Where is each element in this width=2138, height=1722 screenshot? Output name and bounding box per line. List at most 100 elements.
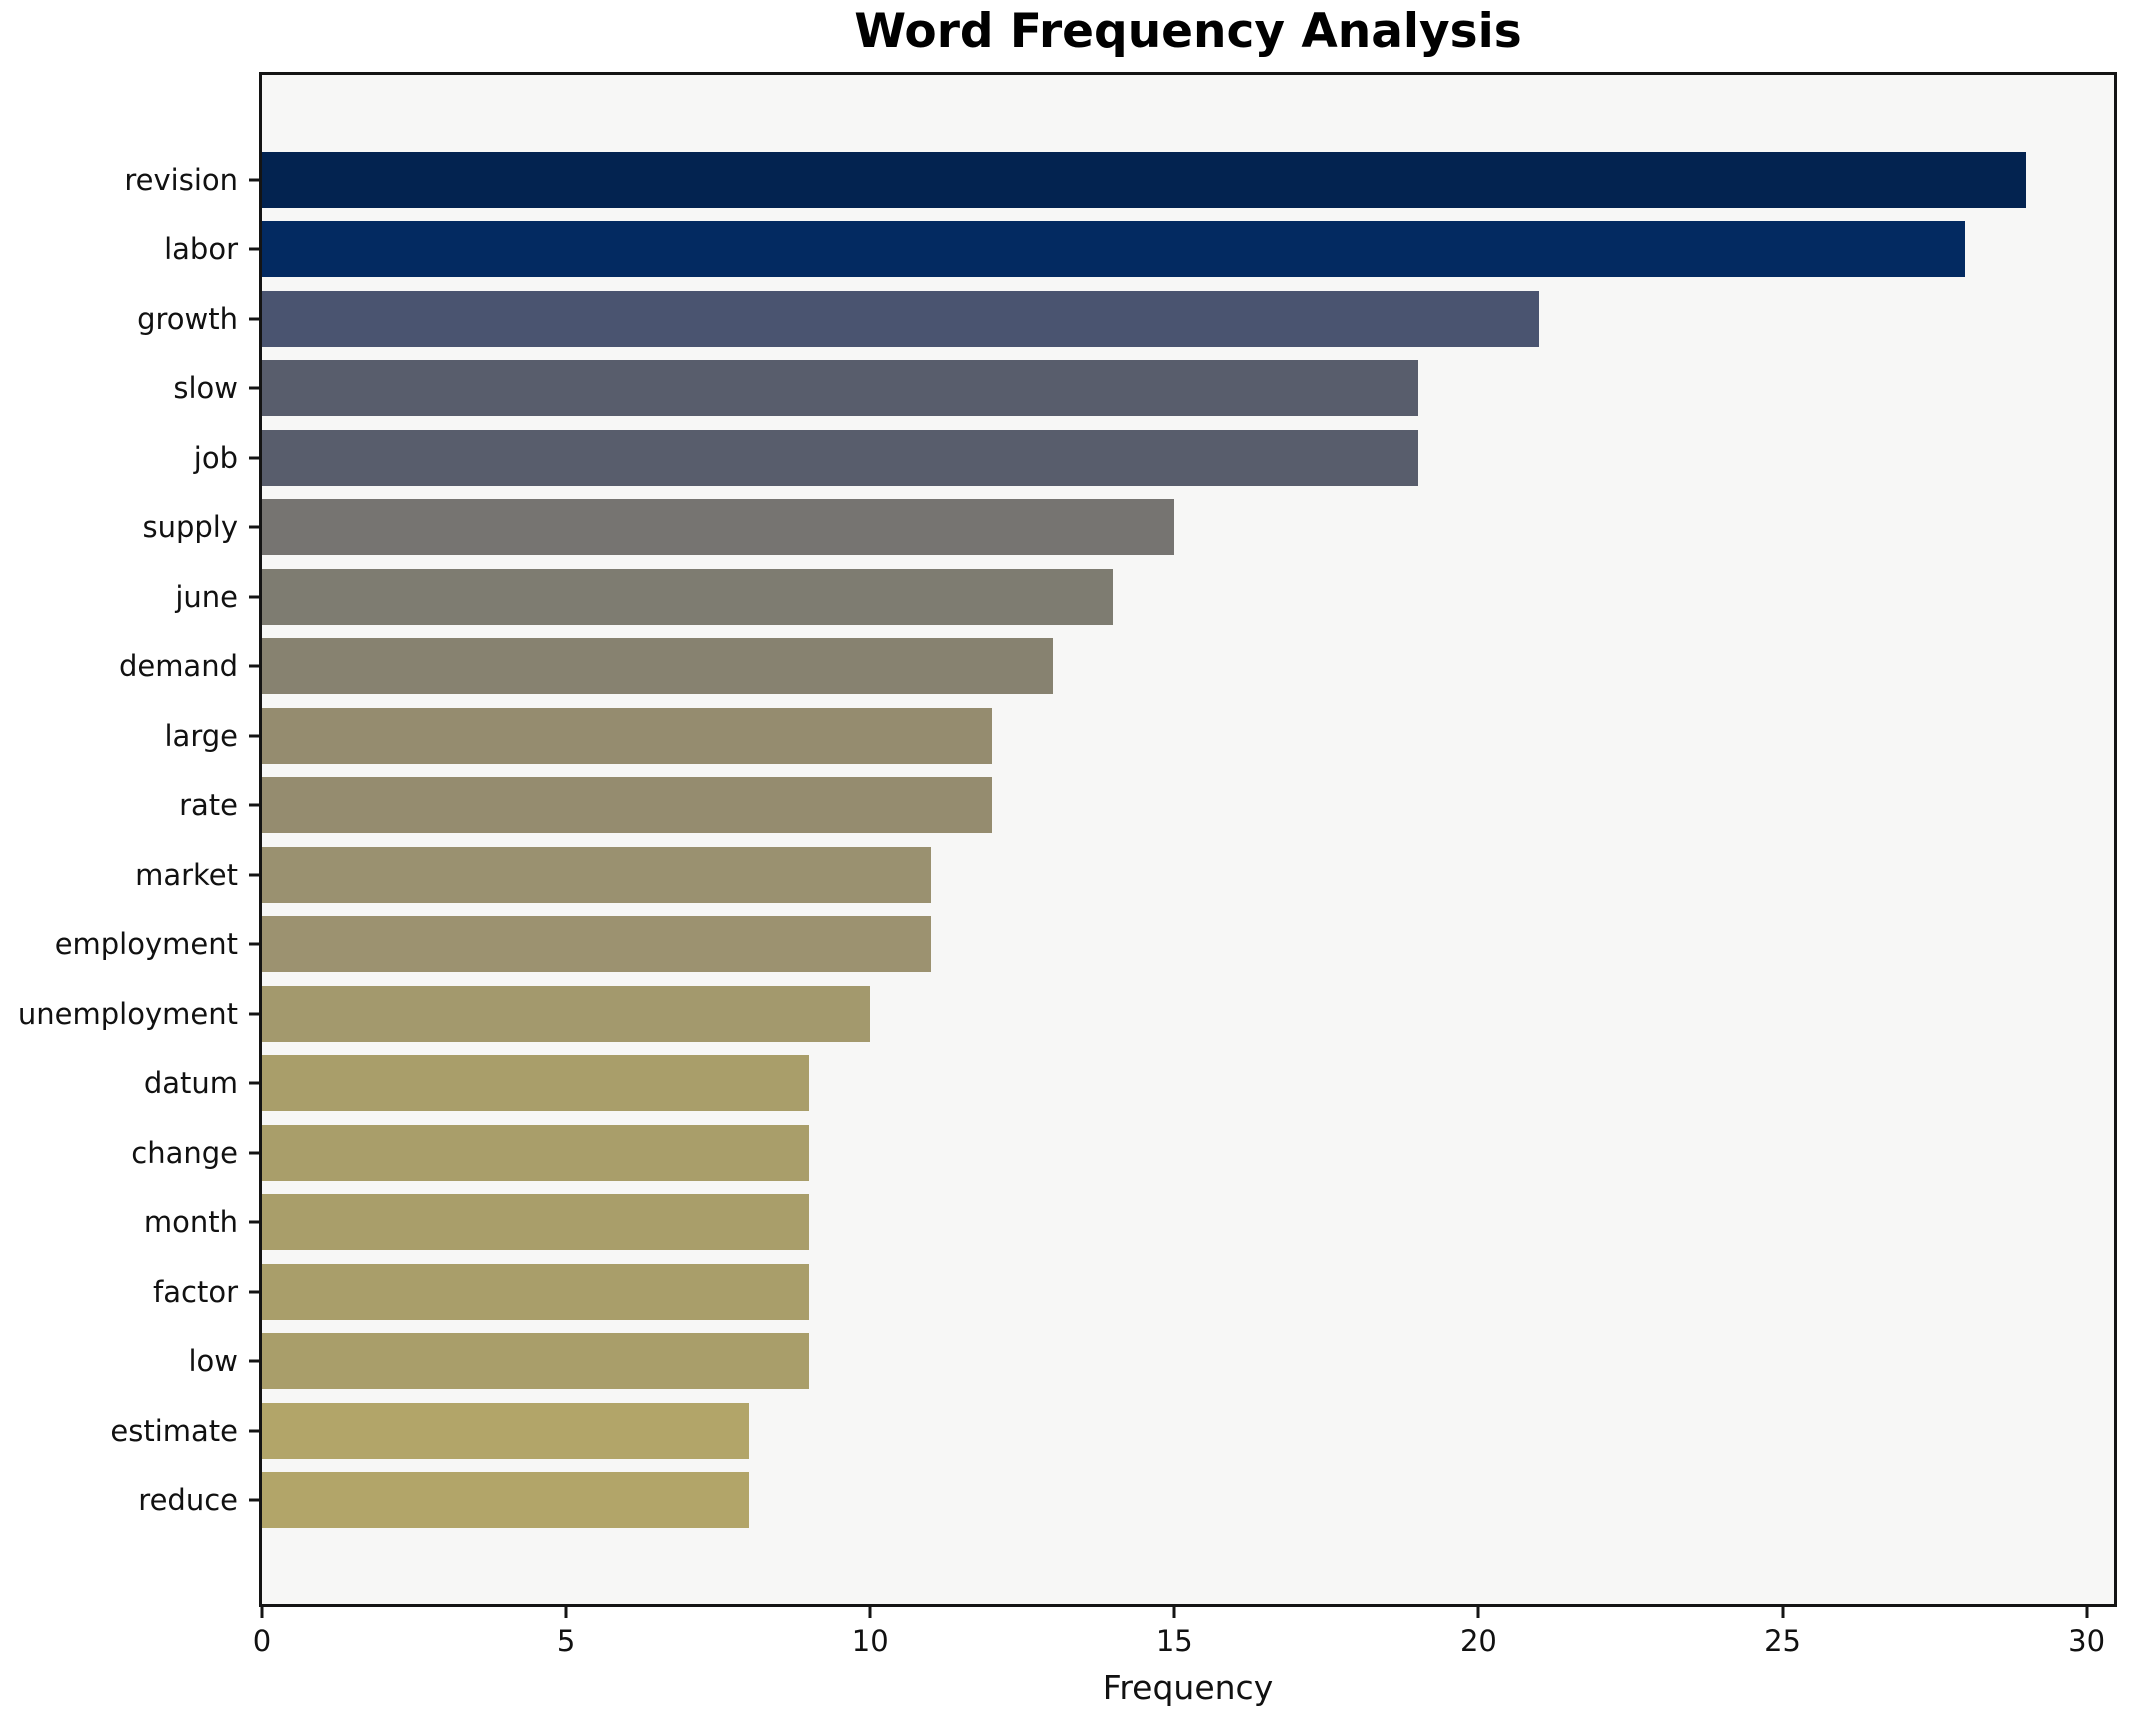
bars-container: revision labor growth slow job supply june dema… [18,75,2114,1604]
bar-row: demand [119,632,2114,702]
category-label: unemployment [17,996,238,1031]
y-tick-mark [249,456,259,460]
category-label: supply [142,510,238,545]
bar-row: month [144,1188,2114,1258]
category-label: labor [164,232,238,267]
y-tick-mark [249,317,259,321]
category-label: employment [54,927,238,962]
bar [262,1402,749,1459]
x-tick-mark [1781,1607,1785,1618]
bar [262,568,1114,625]
y-tick-mark [249,1429,259,1433]
x-tick-label: 0 [252,1624,272,1658]
y-tick-mark [249,942,259,946]
bar [262,1472,749,1529]
x-tick-mark [1172,1607,1176,1618]
bar-row: low [188,1327,2114,1397]
category-label: reduce [138,1483,238,1518]
bar-row: reduce [138,1466,2114,1536]
bar [262,1124,810,1181]
y-tick-mark [249,595,259,599]
category-label: june [175,579,238,614]
x-tick-label: 10 [851,1624,889,1658]
chart-title: Word Frequency Analysis [854,4,1522,59]
bar-row: large [165,701,2114,771]
bar-row: labor [164,215,2114,285]
category-label: factor [153,1274,238,1309]
bar [262,1333,810,1390]
bar-row: factor [153,1257,2114,1327]
bar-row: estimate [110,1396,2114,1466]
bar [262,985,871,1042]
category-label: rate [179,788,238,823]
category-label: month [143,1205,238,1240]
x-tick-mark [2085,1607,2089,1618]
bar [262,429,1418,486]
bar-row: market [135,840,2114,910]
bar-row: supply [142,493,2114,563]
category-label: slow [173,371,238,406]
y-tick-mark [249,1498,259,1502]
y-tick-mark [249,247,259,251]
y-tick-mark [249,873,259,877]
bar [262,707,992,764]
x-axis-label: Frequency [1102,1668,1274,1707]
category-label: demand [118,649,238,684]
bar [262,499,1175,556]
bar [262,777,992,834]
y-tick-mark [249,386,259,390]
y-tick-mark [249,178,259,182]
bar [262,1194,810,1251]
x-tick-label: 20 [1459,1624,1497,1658]
category-label: job [193,440,238,475]
category-label: datum [143,1066,238,1101]
bar [262,916,932,973]
y-tick-mark [249,1012,259,1016]
bar [262,846,932,903]
x-tick-label: 5 [556,1624,576,1658]
x-tick-mark [1476,1607,1480,1618]
bar-row: revision [124,145,2114,215]
bar-row: change [131,1118,2114,1188]
category-label: growth [137,301,238,336]
bar [262,151,2026,208]
category-label: large [164,718,239,753]
category-label: revision [124,162,238,197]
y-tick-mark [249,525,259,529]
bar [262,1055,810,1112]
bar [262,290,1540,347]
category-label: low [188,1344,238,1379]
y-tick-mark [249,734,259,738]
bar-row: job [194,423,2114,493]
y-tick-mark [249,1359,259,1363]
category-label: change [131,1135,238,1170]
category-label: estimate [110,1413,238,1448]
y-tick-mark [249,1220,259,1224]
bar-row: employment [55,910,2114,980]
x-tick-mark [868,1607,872,1618]
x-tick-mark [564,1607,568,1618]
bar [262,221,1965,278]
y-tick-mark [249,803,259,807]
bar [262,638,1053,695]
bar-row: slow [173,354,2114,424]
x-tick-label: 15 [1155,1624,1193,1658]
category-label: market [135,857,238,892]
bar [262,360,1418,417]
y-tick-mark [249,1081,259,1085]
x-axis-ticks: 0 5 10 15 20 25 30 [253,75,2114,1658]
bar-row: june [175,562,2114,632]
bar-row: unemployment [18,979,2114,1049]
bar-row: datum [144,1049,2114,1119]
bar-row: rate [179,771,2114,841]
x-tick-mark [260,1607,264,1618]
x-tick-label: 30 [2068,1624,2106,1658]
y-tick-mark [249,664,259,668]
plot-area: revision labor growth slow job supply june dema… [18,72,2117,1658]
bar [262,1263,810,1320]
y-tick-mark [249,1290,259,1294]
x-tick-label: 25 [1764,1624,1801,1658]
y-tick-mark [249,1151,259,1155]
bar-row: growth [137,284,2114,354]
